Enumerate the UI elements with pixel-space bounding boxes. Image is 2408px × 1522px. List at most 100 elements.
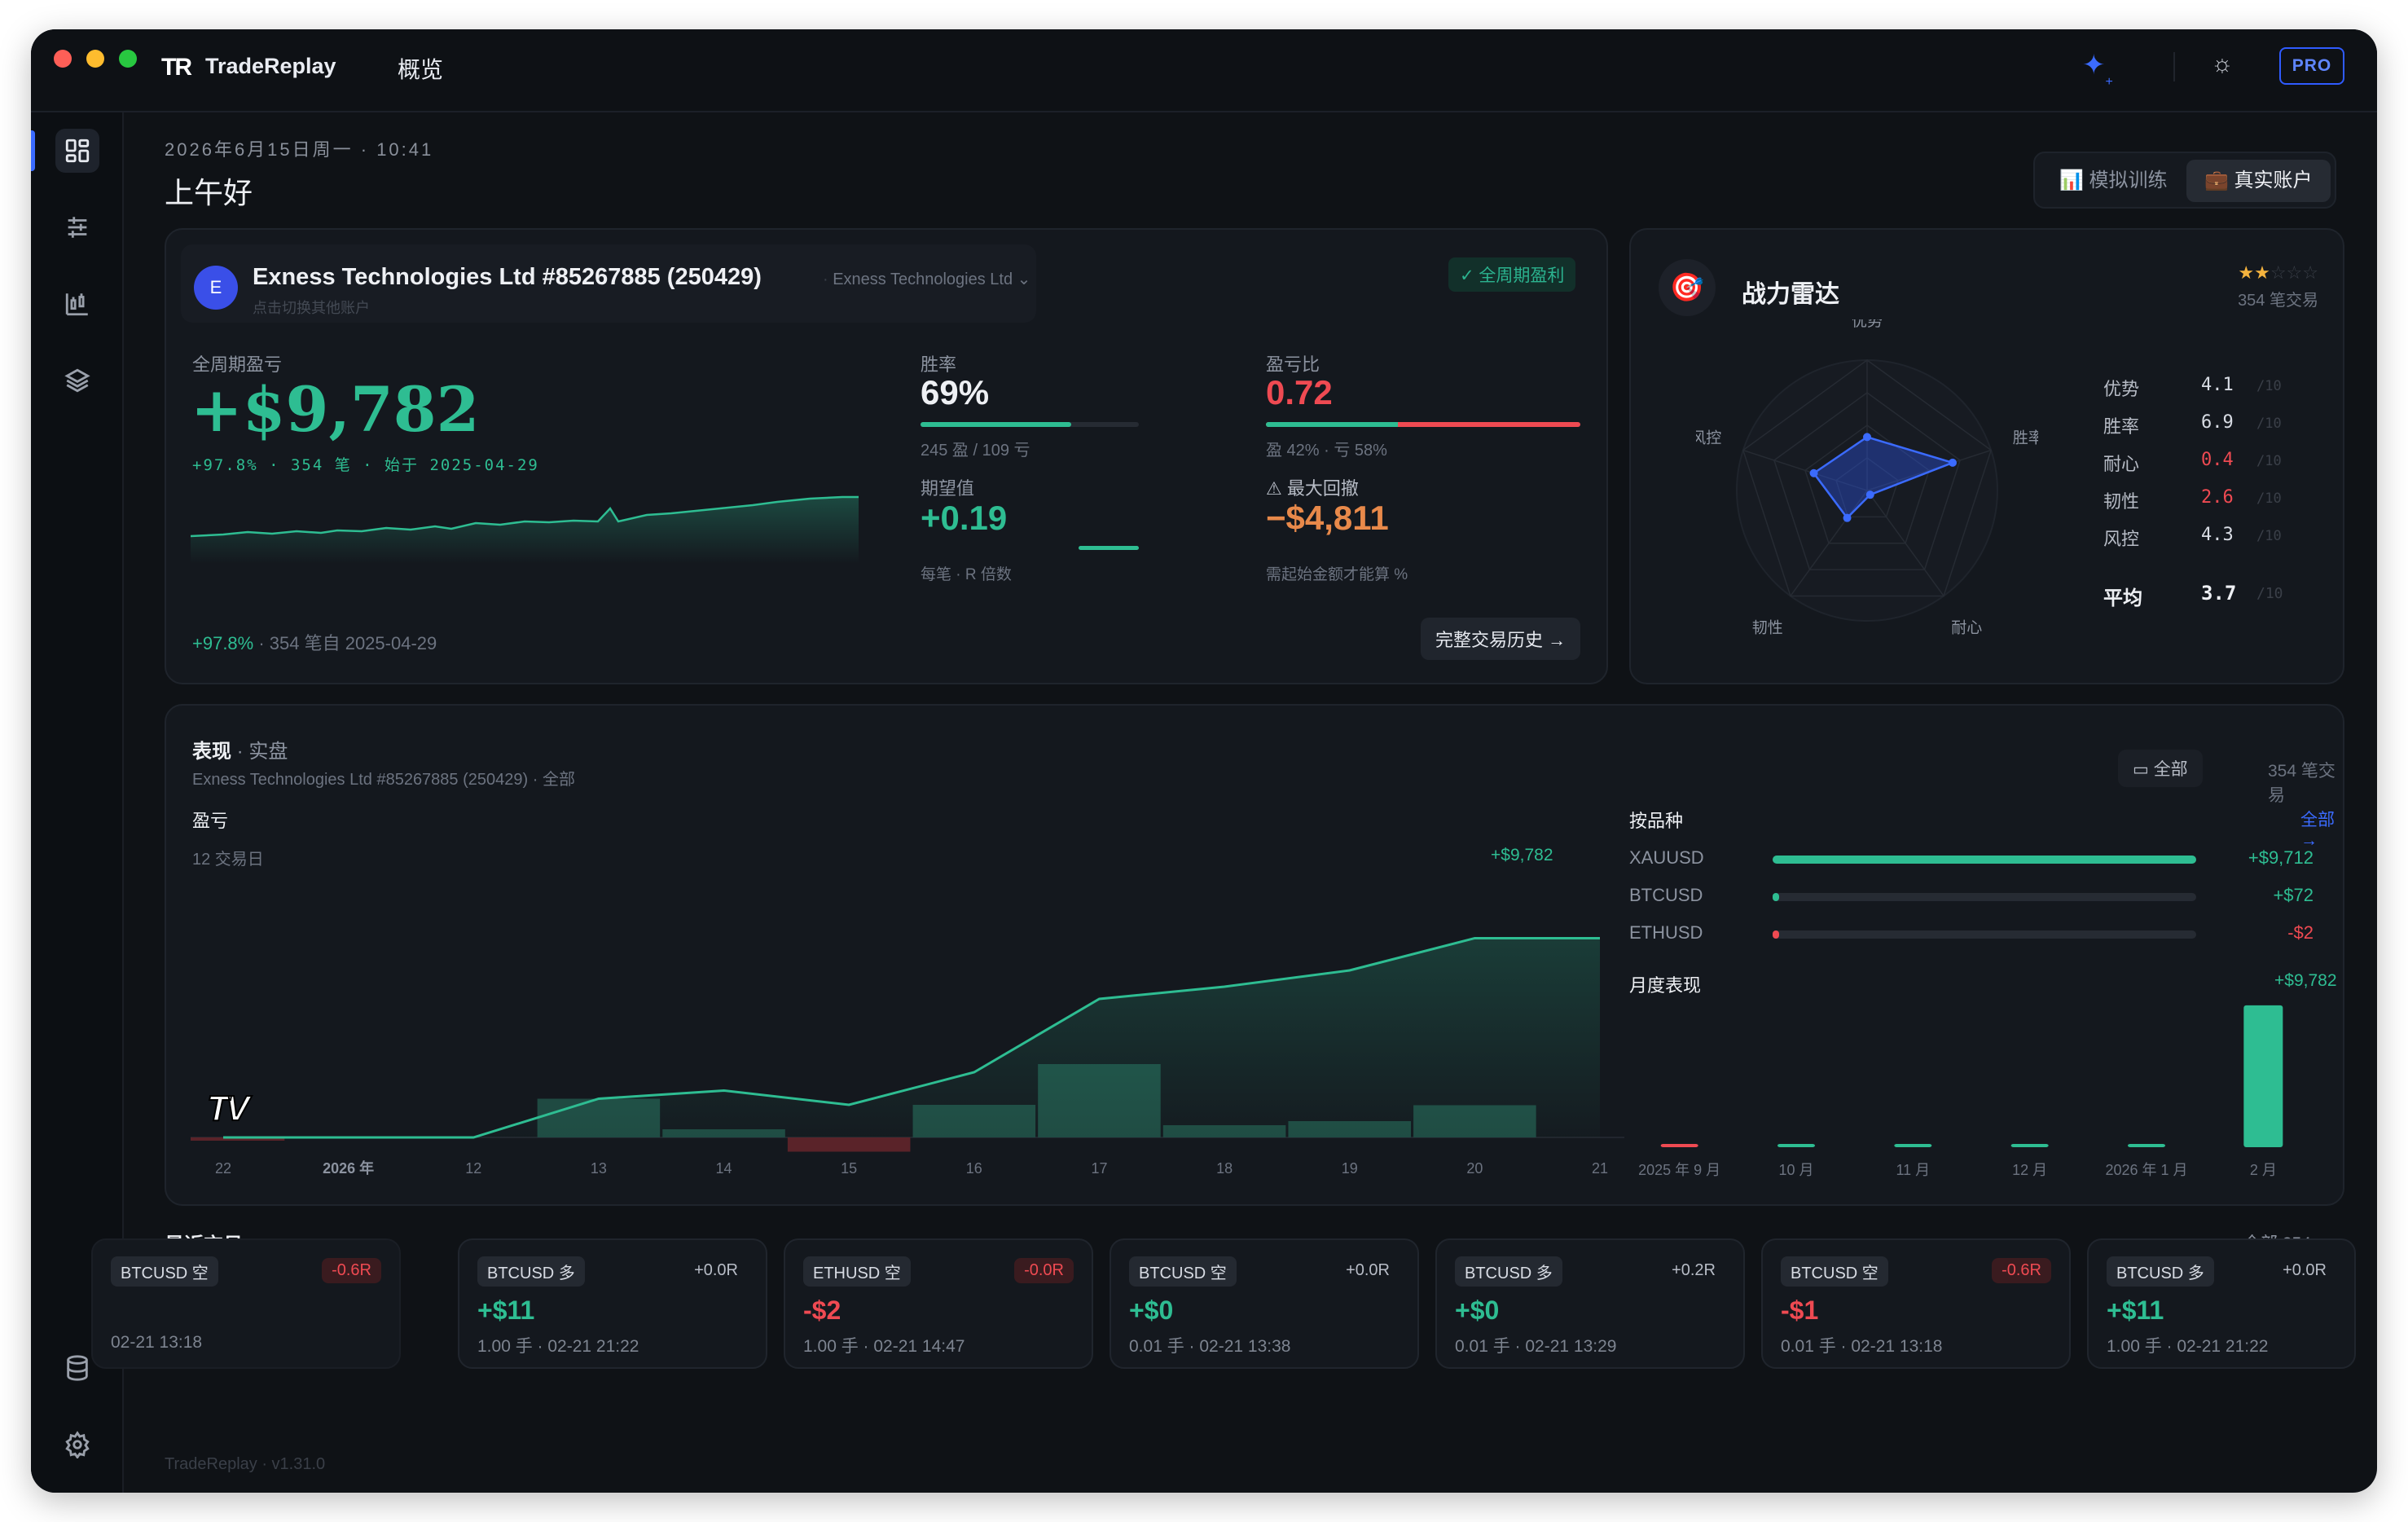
expectancy-sub: 每笔 · R 倍数 [921, 566, 1012, 583]
radar-metric-max: /10 [2256, 490, 2282, 507]
monthly-x-label: 11 月 [1896, 1162, 1930, 1178]
pnl-x-tick-label: 21 [1592, 1160, 1608, 1177]
monthly-bar [1894, 1144, 1932, 1147]
database-icon[interactable] [55, 1346, 99, 1390]
monthly-total: +$9,782 [2274, 971, 2337, 990]
trade-card[interactable]: BTCUSD 多 +0.0R +$11 1.00 手 · 02-21 21:22 [458, 1238, 767, 1369]
radar-title: 战力雷达 [1742, 281, 1839, 308]
trade-card[interactable]: BTCUSD 空 -0.6R 02-21 13:18 [91, 1238, 401, 1369]
radar-value-polygon [1812, 436, 1956, 520]
symbol-row[interactable]: BTCUSD +$72 [1629, 882, 2314, 919]
symbol-bar-track [1773, 893, 2196, 901]
footer-pct: +97.8% [192, 633, 254, 653]
radar-grid-ring [1835, 457, 1899, 518]
account-switcher[interactable] [181, 244, 1036, 323]
symbol-name: BTCUSD [1629, 885, 1703, 905]
chevron-down-icon: ⌄ [1017, 271, 1031, 288]
radar-grid-ring [1773, 392, 1962, 570]
trade-symbol-tag: BTCUSD 多 [2107, 1256, 2214, 1287]
trade-meta: 0.01 手 · 02-21 13:29 [1455, 1337, 1617, 1356]
target-icon: 🎯 [1659, 259, 1716, 316]
account-name: Exness Technologies Ltd #85267885 (25042… [253, 264, 762, 290]
trade-meta: 1.00 手 · 02-21 14:47 [803, 1337, 965, 1356]
close-window-button[interactable] [54, 50, 72, 68]
pnl-x-tick-label: 15 [841, 1160, 857, 1177]
mode-real-tab[interactable]: 💼 真实账户 [2186, 160, 2331, 202]
monthly-x-label: 12 月 [2012, 1162, 2047, 1178]
radar-metric-name: 韧性 [2103, 491, 2140, 512]
symbol-row[interactable]: ETHUSD -$2 [1629, 919, 2314, 957]
total-pnl-label: 全周期盈亏 [192, 354, 283, 375]
trade-card[interactable]: BTCUSD 多 +0.0R +$11 1.00 手 · 02-21 21:22 [2087, 1238, 2356, 1369]
radar-grid-ring [1804, 424, 1930, 544]
monthly-x-label: 2026 年 1 月 [2105, 1162, 2187, 1178]
trade-card[interactable]: ETHUSD 空 -0.0R -$2 1.00 手 · 02-21 14:47 [784, 1238, 1093, 1369]
trade-card[interactable]: BTCUSD 空 -0.6R -$1 0.01 手 · 02-21 13:18 [1761, 1238, 2071, 1369]
trade-meta: 1.00 手 · 02-21 21:22 [2107, 1337, 2269, 1356]
monthly-x-label: 2 月 [2250, 1162, 2277, 1178]
symbol-name: ETHUSD [1629, 922, 1703, 943]
performance-trade-count: 354 笔交易 [2268, 762, 2335, 805]
radar-value-point [1863, 433, 1871, 442]
maximize-window-button[interactable] [119, 50, 137, 68]
radar-axis-label: 韧性 [1752, 618, 1783, 636]
radar-metric-row: 胜率 6.9/10 [2103, 412, 2323, 450]
trade-symbol-tag: BTCUSD 空 [1129, 1256, 1237, 1287]
pnl-final-label: +$9,782 [1491, 846, 1553, 864]
radar-metric-max: /10 [2256, 528, 2282, 544]
pnl-x-tick-label: 20 [1466, 1160, 1483, 1177]
pnl-x-tick-label: 2026 年 [323, 1159, 374, 1177]
sliders-icon[interactable] [55, 205, 99, 249]
radar-metric-value: 0.4 [2201, 450, 2234, 470]
sparkle-icon[interactable]: ✦+ [2082, 50, 2113, 89]
trade-symbol-tag: BTCUSD 空 [1781, 1256, 1888, 1287]
winrate-sub: 245 盈 / 109 亏 [921, 442, 1030, 460]
radar-spoke [1742, 449, 1868, 491]
trade-card[interactable]: BTCUSD 空 +0.0R +$0 0.01 手 · 02-21 13:38 [1110, 1238, 1419, 1369]
monthly-bar [2010, 1144, 2049, 1147]
mode-simulated-tab[interactable]: 📊 模拟训练 [2059, 169, 2168, 191]
dashboard-icon[interactable] [55, 129, 99, 173]
rating-stars-empty: ☆☆☆ [2270, 262, 2318, 283]
radar-axis-label: 胜率 [2013, 429, 2038, 447]
sun-icon[interactable]: ☼ [2211, 51, 2234, 77]
pnl-x-tick-label: 17 [1091, 1160, 1107, 1177]
trade-card[interactable]: BTCUSD 多 +0.2R +$0 0.01 手 · 02-21 13:29 [1435, 1238, 1745, 1369]
layers-icon[interactable] [55, 359, 99, 402]
radar-metric-max: /10 [2256, 416, 2282, 432]
radar-average-max: /10 [2256, 585, 2283, 602]
max-drawdown-sub: 需起始金额才能算 % [1266, 566, 1408, 583]
radar-metric-value: 2.6 [2201, 487, 2234, 508]
app-name: TradeReplay [205, 54, 336, 78]
symbol-bar-fill [1773, 893, 1780, 901]
trade-symbol-tag: ETHUSD 空 [803, 1256, 911, 1287]
settings-gear-icon[interactable] [55, 1423, 99, 1467]
expectancy-value: +0.19 [921, 499, 1008, 537]
pro-badge[interactable]: PRO [2279, 47, 2344, 85]
footer-summary: · 354 笔自 2025-04-29 [253, 633, 437, 653]
full-history-button[interactable]: 完整交易历史 → [1421, 618, 1581, 660]
candlestick-chart-icon[interactable] [55, 282, 99, 326]
profit-loss-sub: 盈 42% · 亏 58% [1266, 442, 1387, 460]
watermark-logo: TV [206, 1088, 250, 1129]
pnl-daily-bar [787, 1137, 911, 1152]
pnl-x-tick-label: 16 [966, 1160, 982, 1177]
radar-trade-count: 354 笔交易 [2238, 292, 2318, 310]
winrate-bar [921, 422, 1139, 427]
performance-account: Exness Technologies Ltd #85267885 (25042… [192, 771, 575, 789]
trade-meta: 02-21 13:18 [111, 1333, 203, 1352]
performance-title: 表现 [192, 741, 231, 763]
current-datetime: 2026年6月15日周一 · 10:41 [165, 139, 434, 160]
radar-value-point [1948, 458, 1957, 467]
date-range-button[interactable]: ▭ 全部 [2118, 750, 2203, 787]
sidebar [31, 112, 124, 1493]
radar-card: 🎯 战力雷达 ★★☆☆☆ 354 笔交易 优势 胜率 耐心 韧性 风控 优势 4.1/10… [1629, 228, 2344, 684]
radar-metric-row: 韧性 2.6/10 [2103, 487, 2323, 525]
expectancy-label: 期望值 [921, 478, 975, 499]
account-summary-card: E Exness Technologies Ltd #85267885 (250… [165, 228, 1608, 684]
by-symbol-all-link[interactable]: 全部 → [2300, 811, 2335, 850]
rating-stars: ★★ [2238, 262, 2270, 283]
minimize-window-button[interactable] [86, 50, 104, 68]
symbol-row[interactable]: XAUUSD +$9,712 [1629, 844, 2314, 882]
max-drawdown-label: ⚠ 最大回撤 [1266, 478, 1359, 499]
